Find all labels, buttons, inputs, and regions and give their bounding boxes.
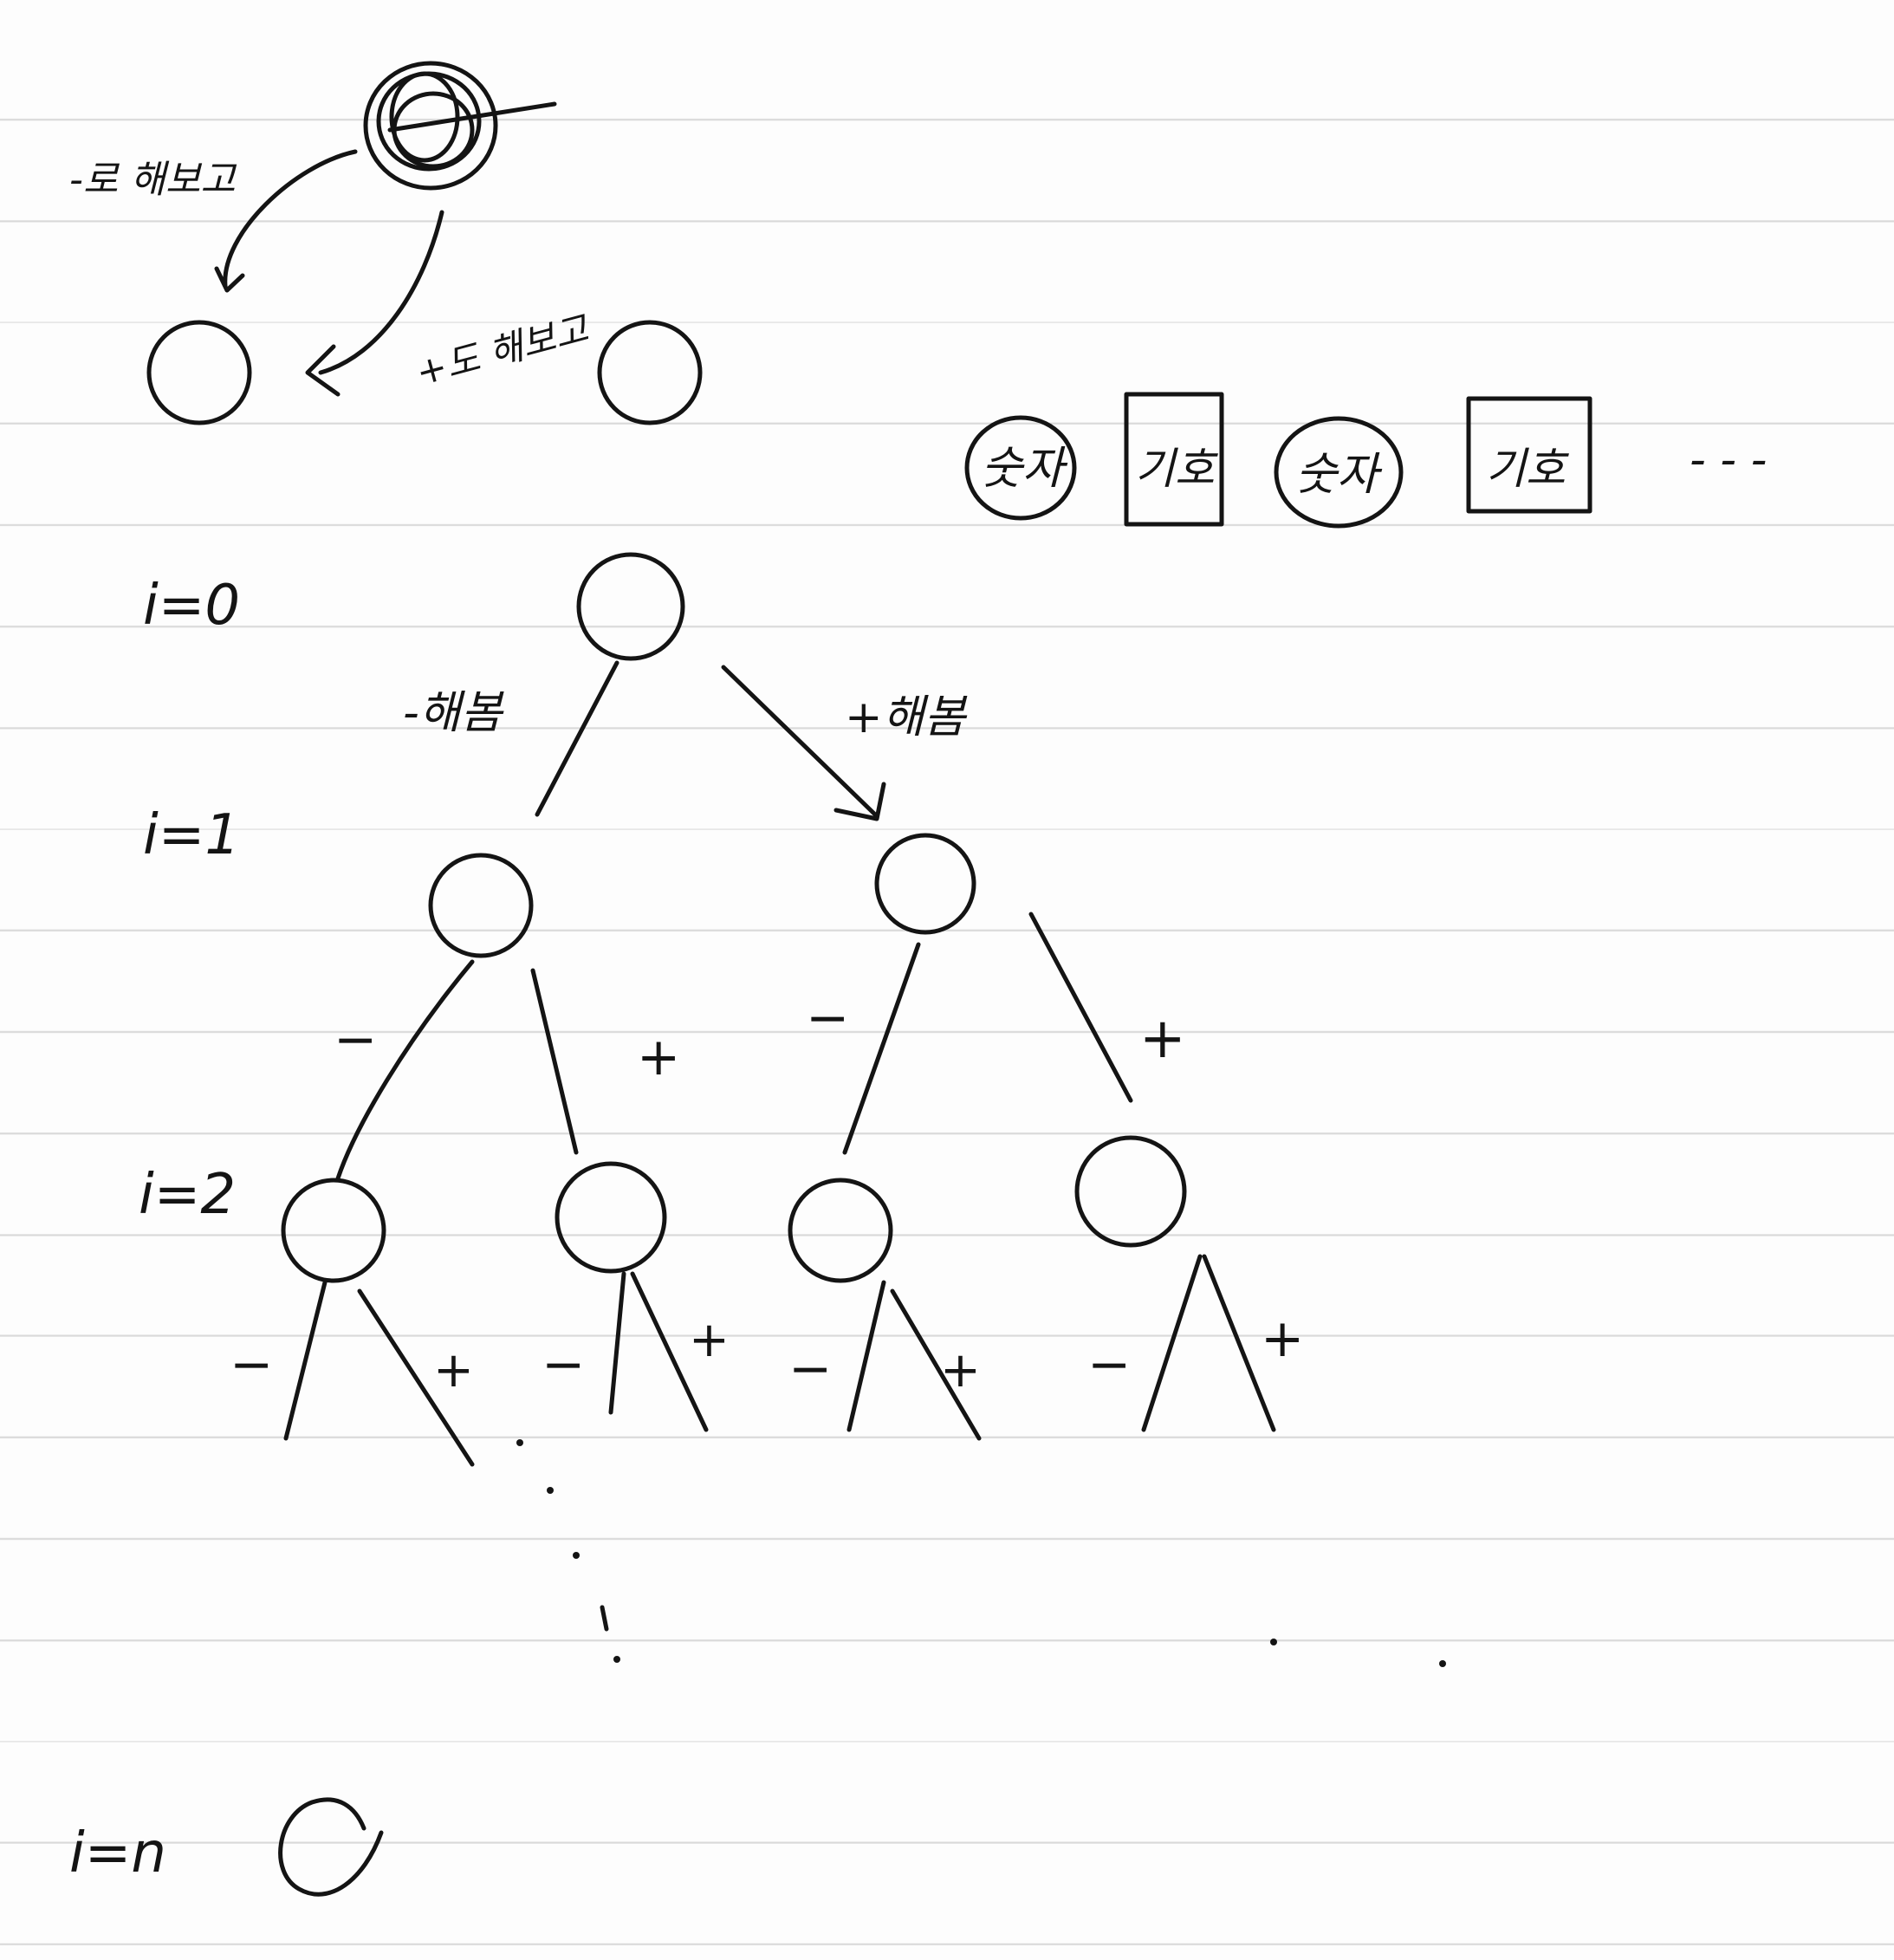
edge-l1-right-minus <box>842 942 921 1155</box>
edge-label-plus-1: + <box>637 1027 680 1087</box>
edge-label-plus-2: + <box>1139 1007 1186 1071</box>
edge-label-minus-3: − <box>230 1334 273 1395</box>
edge-label-minus-root: -해봄 <box>403 687 505 739</box>
edge-label-plus-6: + <box>1261 1308 1304 1369</box>
edge-root-plus <box>721 665 886 821</box>
sign-label-2: 기호 <box>1486 444 1569 494</box>
node-level1-right <box>874 833 976 935</box>
edge-label-minus-4: − <box>542 1334 585 1395</box>
vertical-ellipsis <box>516 1439 1446 1667</box>
minus-try-label: -로 해보고 <box>69 158 237 202</box>
node-level2-4 <box>1074 1135 1187 1248</box>
edge-l2-3-minus <box>846 1280 886 1432</box>
node-level-n <box>278 1797 384 1897</box>
edge-label-plus-root: +해봄 <box>845 691 968 743</box>
level-label-1: i=1 <box>143 803 240 867</box>
edge-l2-4-plus <box>1202 1254 1276 1432</box>
root-node <box>576 552 685 661</box>
edge-label-minus-2: − <box>806 988 849 1048</box>
edge-label-plus-4: + <box>689 1312 730 1368</box>
edge-label-plus-5: + <box>940 1342 981 1399</box>
edge-l2-3-plus <box>890 1288 982 1441</box>
edge-l2-1-plus <box>357 1288 475 1467</box>
node-level2-2 <box>555 1161 667 1274</box>
sign-label-1: 기호 <box>1135 444 1218 494</box>
level-label-n: i=n <box>69 1821 166 1885</box>
edge-label-plus-3: + <box>433 1342 474 1399</box>
example-node-right <box>597 320 703 425</box>
edge-l2-4-minus <box>1141 1254 1203 1432</box>
plus-try-label: +도 해보고 <box>412 307 594 394</box>
edge-root-minus <box>535 660 619 817</box>
legend: 숫자 기호 숫자 기호 - - - <box>964 392 1767 529</box>
sign-box-1 <box>1124 392 1224 527</box>
edge-l2-1-minus <box>283 1280 328 1441</box>
edge-l2-2-plus <box>630 1271 709 1432</box>
edge-label-minus-1: − <box>334 1009 377 1070</box>
ellipsis-label: - - - <box>1690 434 1767 486</box>
node-level1-left <box>428 853 534 958</box>
number-circle-1 <box>964 415 1077 521</box>
edge-l1-left-plus <box>530 968 579 1155</box>
edge-label-minus-5: − <box>788 1339 832 1399</box>
sign-box-2 <box>1466 396 1592 514</box>
number-circle-2 <box>1274 416 1404 529</box>
edge-l1-left-minus <box>335 959 475 1181</box>
edge-label-minus-6: − <box>1087 1334 1131 1395</box>
level-label-2: i=2 <box>139 1163 236 1227</box>
example-node-left <box>146 320 252 425</box>
edge-l2-2-minus <box>608 1271 626 1415</box>
scribbled-node <box>363 61 557 191</box>
edge-l1-right-plus <box>1028 912 1133 1103</box>
level-label-0: i=0 <box>143 574 240 638</box>
node-level2-3 <box>788 1178 893 1283</box>
node-level2-1 <box>281 1178 386 1283</box>
number-label-2: 숫자 <box>1295 449 1383 501</box>
number-label-1: 숫자 <box>981 443 1068 495</box>
arrow-plus-try <box>305 210 444 397</box>
arrow-minus-try <box>214 149 358 293</box>
